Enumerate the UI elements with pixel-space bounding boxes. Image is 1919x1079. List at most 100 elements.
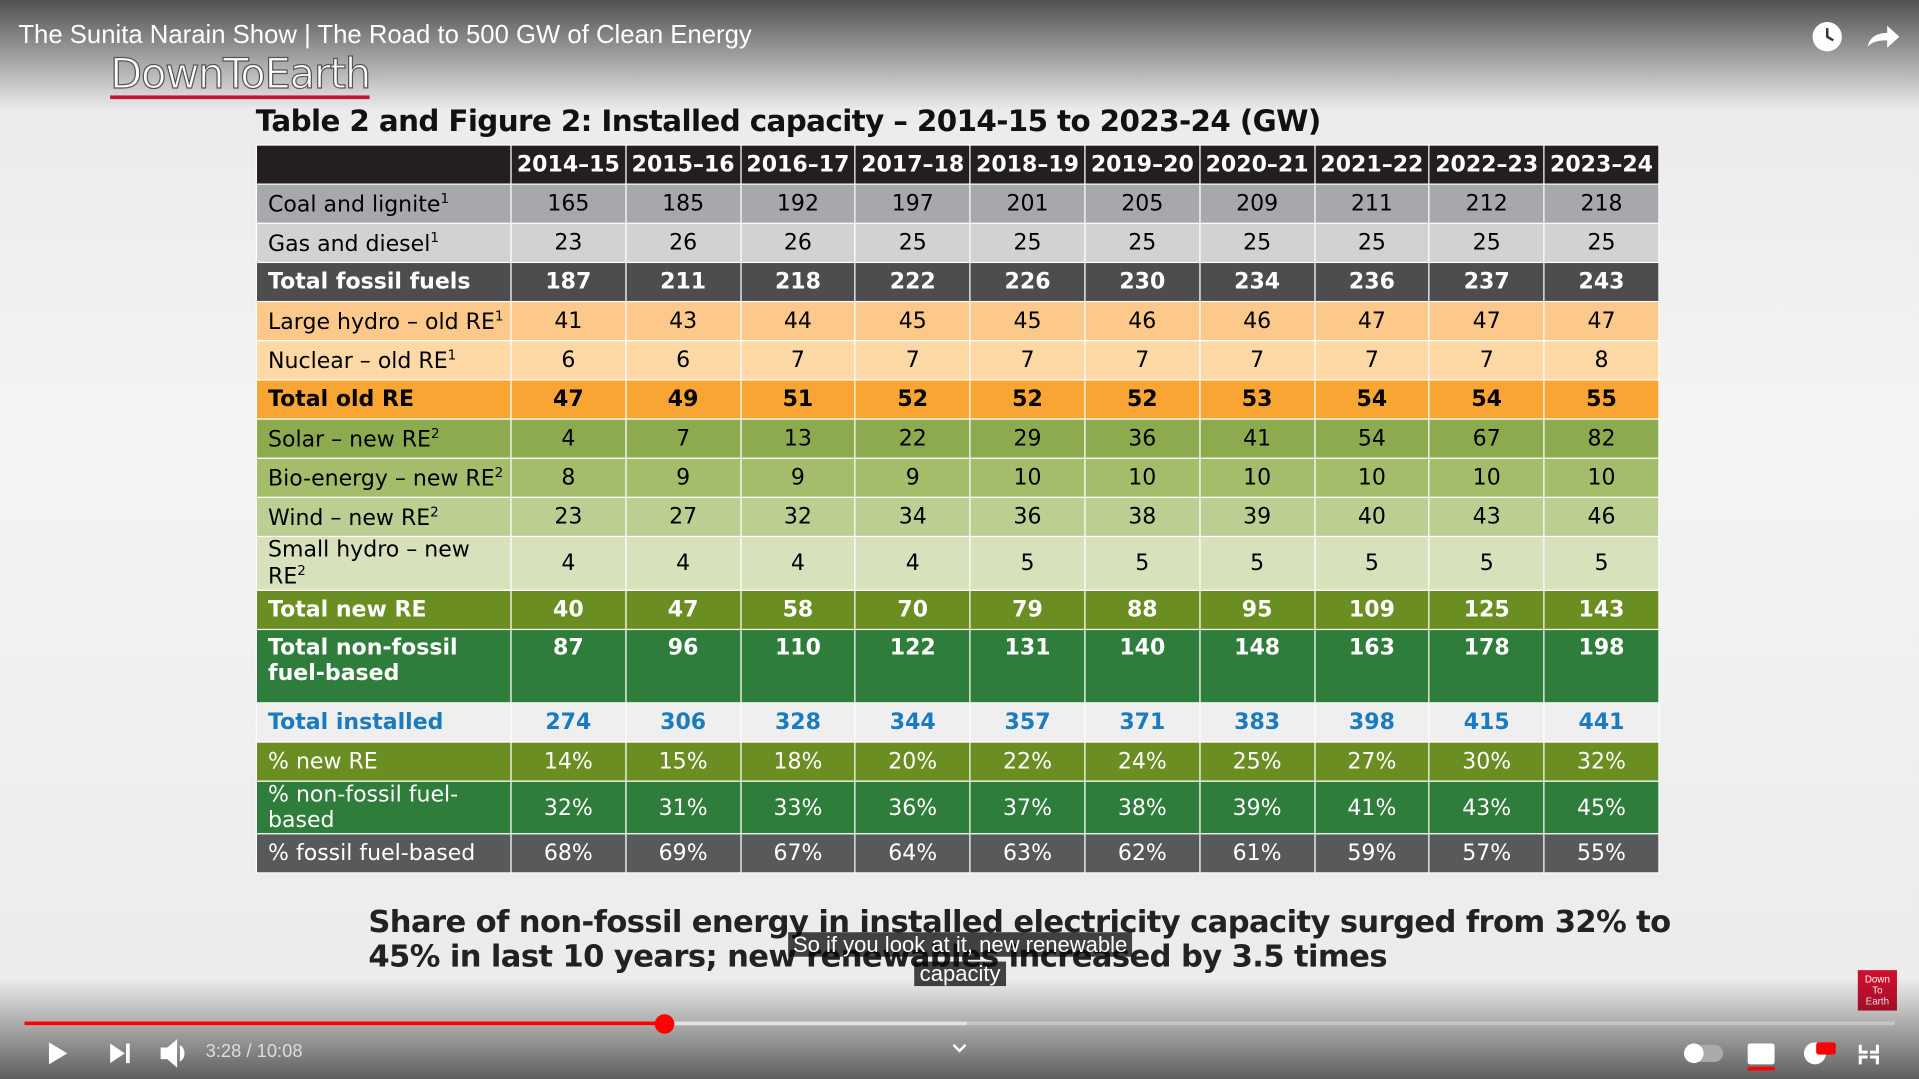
cell: 26 [739, 222, 856, 264]
cell: 10 [1543, 457, 1660, 498]
cell: 178 [1428, 628, 1545, 704]
cell: 131 [969, 628, 1086, 704]
cell: 201 [969, 183, 1086, 224]
cell: 52 [1084, 379, 1201, 420]
table-row: Coal and lignite1 165 185 192 197 201 205 209 21… [255, 183, 1660, 224]
next-button[interactable] [110, 1043, 130, 1064]
cell: 40 [510, 589, 627, 631]
footnote-mark: 1 [430, 229, 439, 246]
cell: 18% [739, 741, 856, 782]
label-text: Coal and lignite [268, 191, 441, 218]
cell: 62% [1084, 833, 1201, 874]
top-icons [1812, 22, 1900, 52]
cell: 41 [510, 300, 627, 342]
progress-played [24, 1021, 665, 1026]
cell: 63% [969, 833, 1086, 874]
top-bar [0, 0, 1919, 111]
cell: 398 [1313, 702, 1430, 743]
footnote-mark: 1 [494, 307, 504, 324]
cell: 344 [854, 702, 971, 743]
chevron[interactable] [952, 1043, 967, 1053]
footnote-mark: 2 [430, 425, 440, 442]
cell: 95 [1199, 589, 1316, 631]
label-text: % new RE [268, 748, 378, 775]
cell: 10 [1199, 457, 1316, 498]
cell: 68% [510, 833, 627, 874]
cell: 43% [1428, 780, 1545, 835]
play-button[interactable] [48, 1042, 68, 1065]
cell: 70 [854, 589, 971, 631]
time-display: 3:28 / 10:08 [205, 1041, 303, 1062]
row-label: Total non-fossil fuel-based [255, 628, 512, 704]
cell: 357 [969, 702, 1086, 743]
cell: 140 [1084, 628, 1201, 704]
cell: 36% [854, 780, 971, 835]
label-text: % fossil fuel-based [268, 840, 476, 867]
cell: 9 [739, 457, 856, 498]
cell: 9 [854, 457, 971, 498]
cell: 25 [854, 222, 971, 264]
cell: 88 [1084, 589, 1201, 631]
cell: 64% [854, 833, 971, 874]
cell: 57% [1428, 833, 1545, 874]
scrubber[interactable] [654, 1014, 675, 1034]
column-header: 2018–19 [969, 144, 1086, 185]
column-header: 2020–21 [1199, 144, 1316, 185]
cell: 441 [1543, 702, 1660, 743]
cell: 25 [1543, 222, 1660, 264]
cell: 20% [854, 741, 971, 782]
cell: 125 [1428, 589, 1545, 631]
cell: 39 [1199, 496, 1316, 538]
label-text: Total fossil fuels [268, 269, 471, 295]
table-row: Nuclear – old RE1 6 6 7 7 7 7 7 7 7 8 [255, 340, 1660, 381]
exit-fullscreen[interactable] [1858, 1044, 1879, 1065]
cell: 41 [1199, 418, 1316, 459]
label-text: Solar – new RE [268, 426, 431, 453]
cell: 23 [510, 222, 627, 264]
cell: 32 [739, 496, 856, 538]
cell: 122 [854, 628, 971, 704]
cell: 198 [1543, 628, 1660, 704]
column-header: 2023–24 [1543, 144, 1660, 185]
table-row: Large hydro – old RE1 41 43 44 45 45 46 46 47 47 4… [255, 300, 1660, 342]
label-text: Total non-fossil fuel-based [268, 634, 458, 687]
cell: 192 [739, 183, 856, 224]
capacity-table: 2014–15 2015–16 2016–17 2017–18 2018–19 2019–… [255, 144, 1660, 874]
cell: 25 [1313, 222, 1430, 264]
cell: 46 [1543, 496, 1660, 538]
cell: 25 [1199, 222, 1316, 264]
cell: 205 [1084, 183, 1201, 224]
cell: 218 [739, 261, 856, 303]
cell: 43 [1428, 496, 1545, 538]
share[interactable] [1867, 25, 1900, 48]
cell: 5 [1313, 535, 1430, 591]
cell: 10 [1313, 457, 1430, 498]
cell: 55% [1543, 833, 1660, 874]
cell: 32% [1543, 741, 1660, 782]
column-header: 2016–17 [739, 144, 856, 185]
cell: 211 [1313, 183, 1430, 224]
label-text: Gas and diesel [268, 230, 431, 257]
cell: 53 [1199, 379, 1316, 420]
player-controls [24, 1014, 1895, 1071]
captions-button[interactable] [1747, 1043, 1775, 1065]
video-title[interactable]: The Sunita Narain Show | The Road to 500… [18, 20, 752, 49]
cell: 52 [854, 379, 971, 420]
cell: 4 [625, 535, 742, 591]
row-label: Coal and lignite1 [255, 183, 512, 224]
cell: 58 [739, 589, 856, 631]
cell: 41% [1313, 780, 1430, 835]
row-label: Gas and diesel1 [255, 222, 512, 264]
cell: 230 [1084, 261, 1201, 303]
volume-button[interactable] [160, 1039, 185, 1068]
cell: 45 [854, 300, 971, 342]
cell: 54 [1313, 379, 1430, 420]
cell: 26 [625, 222, 742, 264]
cell: 209 [1199, 183, 1316, 224]
cell: 24% [1084, 741, 1201, 782]
cell: 4 [854, 535, 971, 591]
cell: 5 [1199, 535, 1316, 591]
cell: 7 [1313, 340, 1430, 381]
